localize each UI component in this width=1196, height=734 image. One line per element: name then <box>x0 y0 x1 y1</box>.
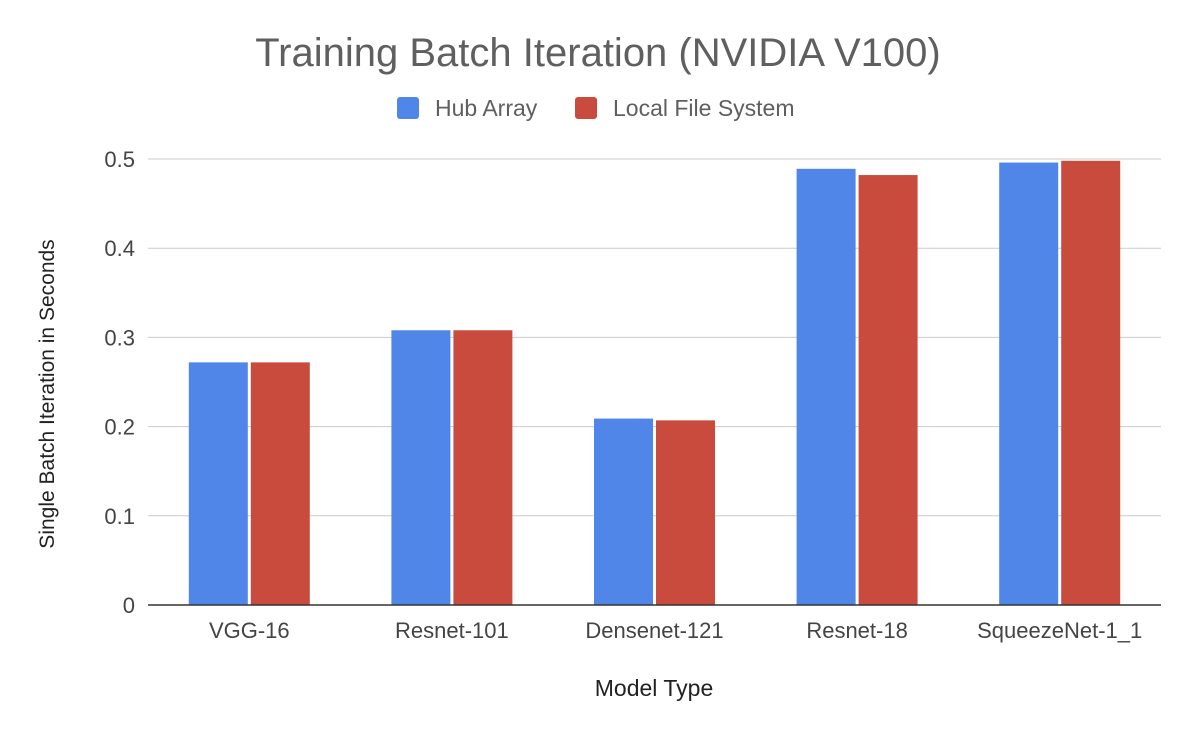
x-tick-label: SqueezeNet-1_1 <box>977 618 1142 643</box>
bar-hub-array-vgg-16 <box>188 362 248 605</box>
y-axis-label: Single Batch Iteration in Seconds <box>36 239 59 548</box>
legend-label-hub-array: Hub Array <box>435 95 538 121</box>
y-tick-label: 0.2 <box>104 415 135 440</box>
legend-swatch-hub-array <box>397 97 419 119</box>
bar-local-file-system-densenet-121 <box>656 420 715 605</box>
x-tick-label: Resnet-18 <box>806 618 908 643</box>
y-tick-label: 0.5 <box>104 147 135 172</box>
x-tick-label: Densenet-121 <box>585 618 723 643</box>
bars <box>188 160 1121 605</box>
bar-local-file-system-vgg-16 <box>250 362 310 605</box>
y-tick-label: 0.3 <box>104 325 135 350</box>
x-axis-label: Model Type <box>595 675 713 701</box>
bar-local-file-system-resnet-18 <box>858 175 918 605</box>
bar-hub-array-squeezenet-1_1 <box>999 162 1059 605</box>
legend-label-local-file-system: Local File System <box>613 95 795 121</box>
gridlines <box>148 158 1161 517</box>
chart-title: Training Batch Iteration (NVIDIA V100) <box>255 31 941 75</box>
legend-swatch-local-file-system <box>575 97 597 119</box>
bar-hub-array-resnet-101 <box>391 330 451 605</box>
y-tick-label: 0 <box>123 593 135 618</box>
bar-hub-array-densenet-121 <box>594 418 653 605</box>
y-axis-ticks: 0 0.1 0.2 0.3 0.4 0.5 <box>104 147 135 618</box>
x-axis-ticks: VGG-16 Resnet-101 Densenet-121 Resnet-18 Squ… <box>209 618 1142 643</box>
bar-local-file-system-squeezenet-1_1 <box>1061 160 1121 605</box>
x-tick-label: VGG-16 <box>209 618 290 643</box>
bar-hub-array-resnet-18 <box>796 168 856 605</box>
legend: Hub Array Local File System <box>397 95 795 121</box>
y-tick-label: 0.1 <box>104 504 135 529</box>
bar-local-file-system-resnet-101 <box>453 330 513 605</box>
y-tick-label: 0.4 <box>104 236 135 261</box>
x-tick-label: Resnet-101 <box>395 618 509 643</box>
